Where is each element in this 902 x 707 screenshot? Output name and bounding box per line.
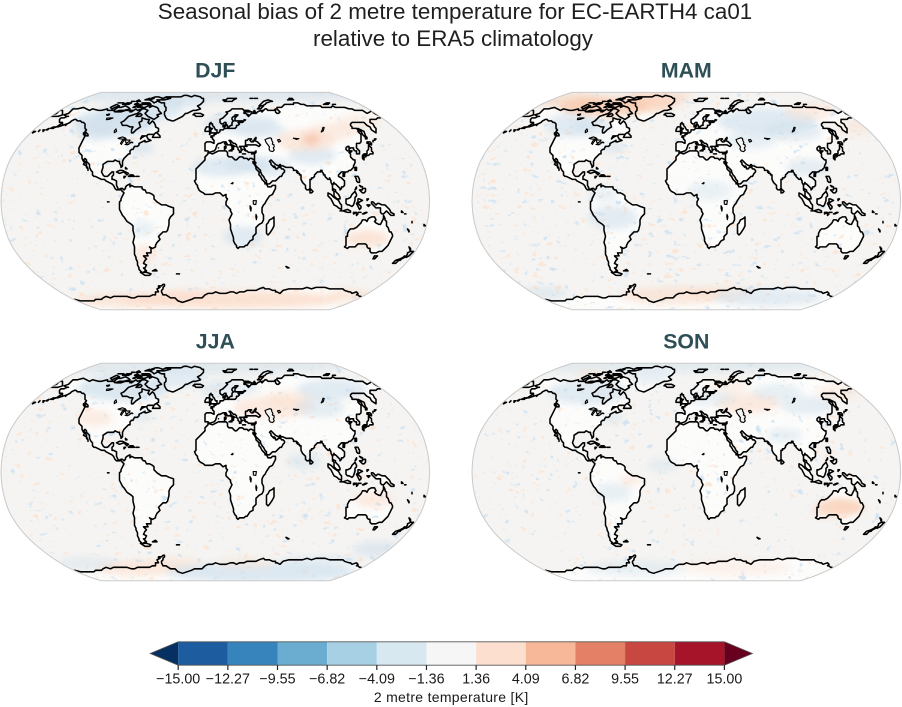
svg-text:−15.00: −15.00: [156, 672, 200, 688]
svg-text:−9.55: −9.55: [259, 672, 295, 688]
svg-text:9.55: 9.55: [611, 672, 639, 688]
svg-text:12.27: 12.27: [657, 672, 693, 688]
svg-text:DJF: DJF: [195, 58, 235, 82]
svg-text:6.82: 6.82: [562, 672, 590, 688]
svg-text:15.00: 15.00: [707, 672, 743, 688]
svg-text:relative to ERA5 climatology: relative to ERA5 climatology: [313, 26, 594, 51]
svg-text:2 metre temperature [K]: 2 metre temperature [K]: [374, 689, 529, 705]
svg-text:−1.36: −1.36: [408, 672, 444, 688]
svg-text:−4.09: −4.09: [359, 672, 395, 688]
svg-text:Seasonal bias of 2 metre tempe: Seasonal bias of 2 metre temperature for…: [158, 0, 752, 24]
svg-text:JJA: JJA: [196, 329, 235, 353]
svg-text:−12.27: −12.27: [206, 672, 250, 688]
svg-text:4.09: 4.09: [512, 672, 540, 688]
svg-text:−6.82: −6.82: [309, 672, 345, 688]
svg-text:SON: SON: [663, 329, 709, 353]
svg-text:1.36: 1.36: [462, 672, 490, 688]
svg-text:MAM: MAM: [661, 58, 712, 82]
